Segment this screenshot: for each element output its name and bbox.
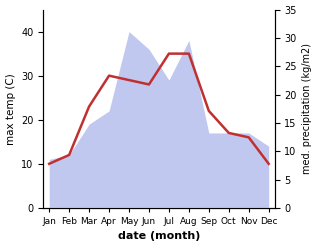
Y-axis label: med. precipitation (kg/m2): med. precipitation (kg/m2)	[302, 43, 313, 174]
X-axis label: date (month): date (month)	[118, 231, 200, 242]
Y-axis label: max temp (C): max temp (C)	[5, 73, 16, 144]
